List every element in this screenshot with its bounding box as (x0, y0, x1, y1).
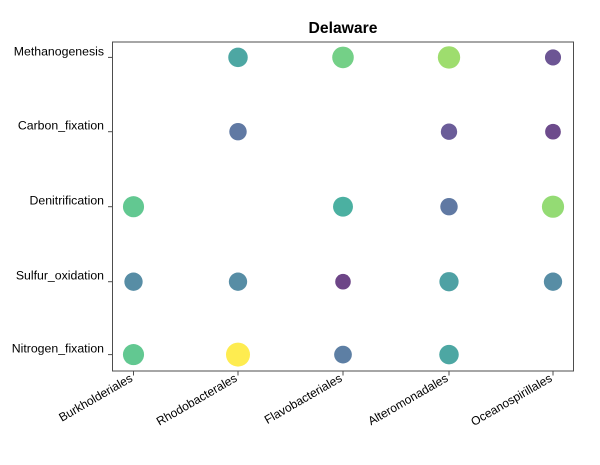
svg-text:Burkholderiales: Burkholderiales (56, 371, 135, 424)
svg-text:Oceanospirillales: Oceanospirillales (468, 371, 554, 429)
svg-text:Carbon_fixation: Carbon_fixation (18, 119, 104, 133)
svg-text:Rhodobacterales: Rhodobacterales (154, 371, 240, 428)
svg-text:Alteromonadales: Alteromonadales (366, 371, 451, 428)
svg-text:Methanogenesis: Methanogenesis (14, 44, 104, 58)
svg-text:Denitrification: Denitrification (30, 194, 105, 208)
svg-text:Nitrogen_fixation: Nitrogen_fixation (12, 342, 104, 356)
svg-text:Sulfur_oxidation: Sulfur_oxidation (16, 269, 104, 283)
svg-text:Flavobacteriales: Flavobacteriales (262, 371, 345, 427)
